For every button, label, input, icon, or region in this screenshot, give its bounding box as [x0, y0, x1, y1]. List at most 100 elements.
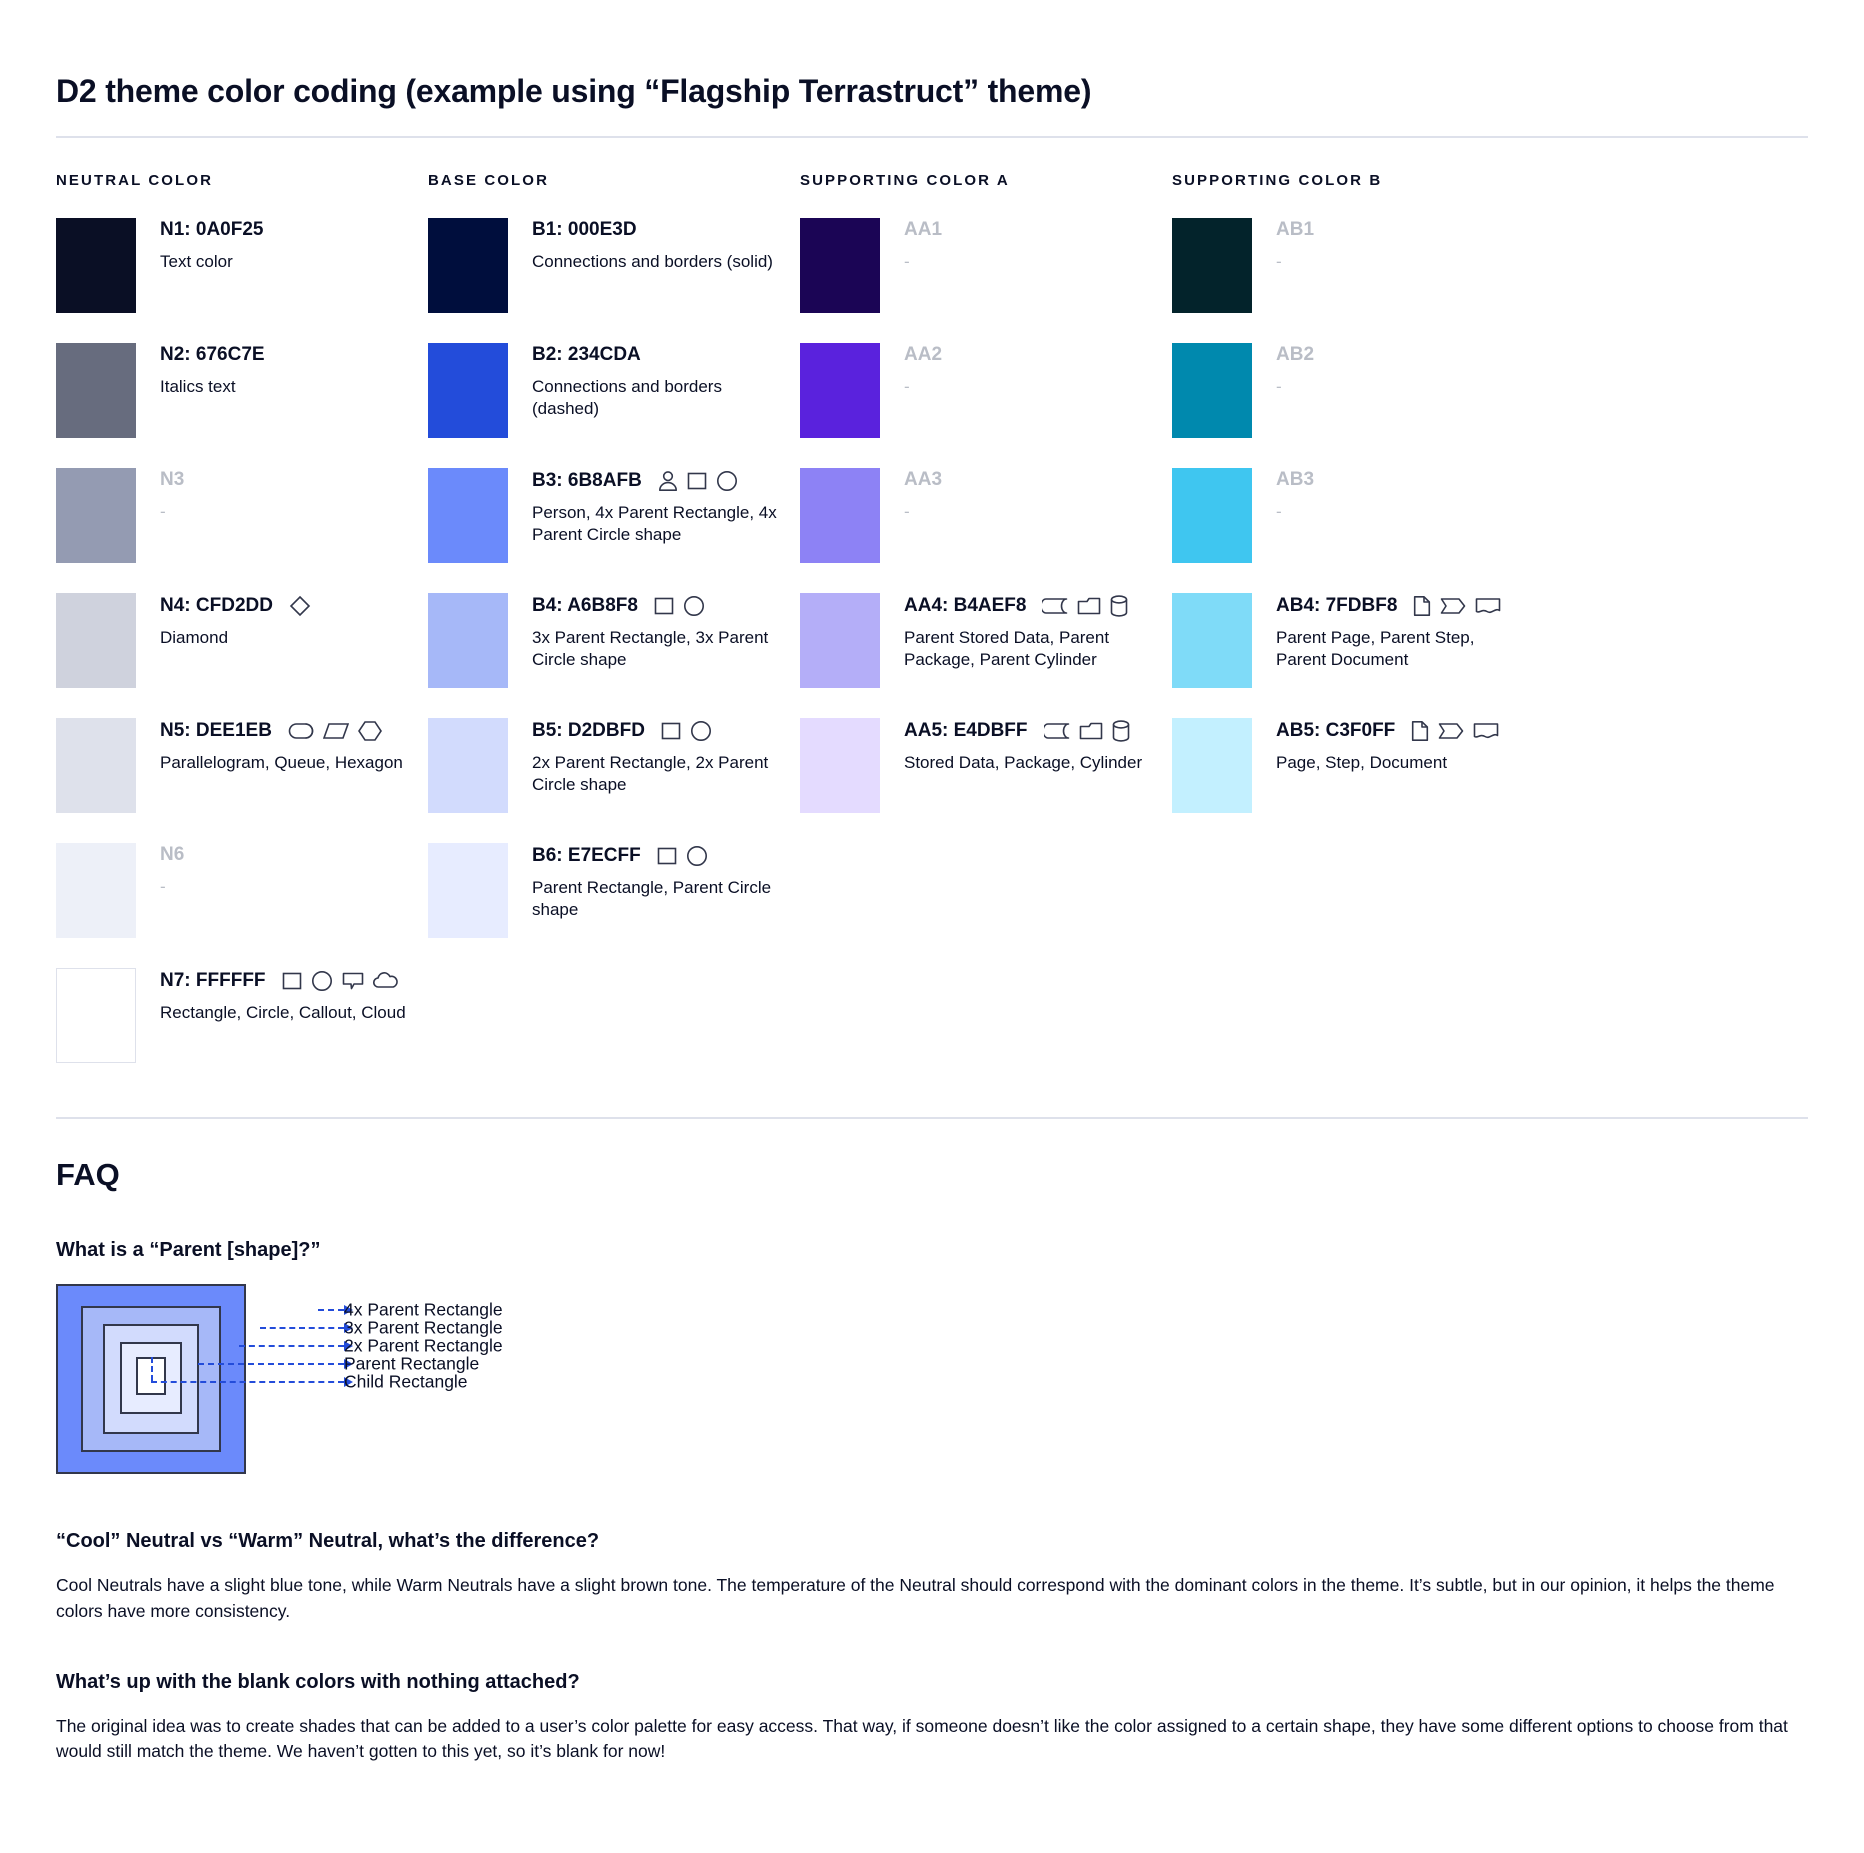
swatch-label-text: AB4: 7FDBF8: [1276, 594, 1398, 616]
swatch-text: N4: CFD2DD Diamond: [136, 593, 311, 649]
swatch-label: B2: 234CDA: [532, 345, 784, 366]
swatch-row: AA2 -: [800, 343, 1172, 468]
page-icon: [1413, 595, 1431, 617]
swatch-text: B4: A6B8F8 3x Parent Rectangle, 3x Parent…: [508, 593, 784, 671]
callout-icon: [342, 971, 364, 991]
circle-icon: [690, 720, 712, 742]
swatch-label: AB5: C3F0FF: [1276, 720, 1499, 742]
color-swatch[interactable]: [56, 593, 136, 689]
swatch-label-text: B6: E7ECFF: [532, 844, 641, 866]
palette-column: NEUTRAL COLOR N1: 0A0F25 Text color N2: 676…: [56, 172, 428, 1093]
swatch-description: -: [1276, 502, 1282, 522]
swatch-label-text: B1: 000E3D: [532, 219, 637, 241]
shape-icon-group: [654, 595, 705, 617]
swatch-description: -: [160, 502, 166, 522]
rectangle-icon: [282, 971, 302, 991]
leader-arrow-3: [344, 1341, 353, 1352]
swatch-label: AB3: [1276, 470, 1314, 491]
color-swatch[interactable]: [428, 343, 508, 439]
swatch-text: AB3 -: [1252, 468, 1314, 523]
swatch-label-text: B5: D2DBFD: [532, 719, 645, 741]
swatch-label-text: AA5: E4DBFF: [904, 719, 1028, 741]
color-swatch[interactable]: [428, 718, 508, 814]
swatch-text: AB2 -: [1252, 343, 1314, 398]
color-swatch[interactable]: [1172, 593, 1252, 689]
color-swatch[interactable]: [800, 218, 880, 314]
swatch-label-text: N6: [160, 844, 185, 866]
document-icon: [1473, 721, 1499, 741]
swatch-label: B4: A6B8F8: [532, 595, 784, 617]
page-icon: [1411, 720, 1429, 742]
swatch-label: AA2: [904, 345, 942, 366]
color-swatch[interactable]: [1172, 343, 1252, 439]
swatch-row: N6 -: [56, 843, 428, 968]
palette-grid: NEUTRAL COLOR N1: 0A0F25 Text color N2: 676…: [56, 172, 1808, 1093]
hexagon-icon: [357, 720, 382, 742]
color-swatch[interactable]: [428, 843, 508, 939]
swatch-description: -: [904, 377, 910, 397]
color-swatch[interactable]: [428, 593, 508, 689]
swatch-text: B2: 234CDA Connections and borders (dashe…: [508, 343, 784, 419]
color-swatch[interactable]: [56, 718, 136, 814]
leader-arrow-4: [344, 1359, 353, 1370]
swatch-label-text: N1: 0A0F25: [160, 219, 264, 241]
swatch-row: B1: 000E3D Connections and borders (solid…: [428, 218, 800, 343]
swatch-row: B2: 234CDA Connections and borders (dashe…: [428, 343, 800, 468]
swatch-label: N4: CFD2DD: [160, 595, 311, 617]
swatch-text: N5: DEE1EB Parallelogram, Queue, Hexagon: [136, 718, 403, 774]
swatch-text: AA2 -: [880, 343, 942, 398]
color-swatch[interactable]: [800, 718, 880, 814]
color-swatch[interactable]: [56, 968, 136, 1064]
swatch-label-text: AA3: [904, 469, 943, 491]
swatch-text: AB5: C3F0FF Page, Step, Document: [1252, 718, 1499, 774]
swatch-description: Page, Step, Document: [1276, 753, 1448, 773]
swatch-description: Text color: [160, 252, 233, 272]
swatch-row: N5: DEE1EB Parallelogram, Queue, Hexagon: [56, 718, 428, 843]
swatch-row: AB4: 7FDBF8 Parent Page, Parent Step, Par…: [1172, 593, 1544, 718]
palette-column-header: NEUTRAL COLOR: [56, 172, 214, 190]
swatch-text: AA5: E4DBFF Stored Data, Package, Cylinde…: [880, 718, 1142, 774]
color-swatch[interactable]: [56, 468, 136, 564]
swatch-text: AA4: B4AEF8 Parent Stored Data, Parent Pa…: [880, 593, 1156, 671]
swatch-label: N1: 0A0F25: [160, 220, 264, 241]
leader-arrow-2: [344, 1323, 353, 1334]
shape-icon-group: [288, 720, 382, 742]
swatch-description: -: [1276, 377, 1282, 397]
rectangle-icon: [661, 721, 681, 741]
swatch-description: Parent Page, Parent Step, Parent Documen…: [1276, 628, 1475, 670]
swatch-label: B3: 6B8AFB: [532, 470, 784, 492]
color-swatch[interactable]: [800, 343, 880, 439]
swatch-row: AB2 -: [1172, 343, 1544, 468]
shape-icon-group: [657, 845, 708, 867]
color-swatch[interactable]: [56, 343, 136, 439]
leader-line-5: [151, 1381, 344, 1384]
swatch-label: N2: 676C7E: [160, 345, 265, 366]
cloud-icon: [372, 971, 399, 991]
rectangle-icon: [654, 596, 674, 616]
swatch-label-text: AB2: [1276, 344, 1315, 366]
swatch-row: AA4: B4AEF8 Parent Stored Data, Parent Pa…: [800, 593, 1172, 718]
color-swatch[interactable]: [1172, 718, 1252, 814]
faq-question-1: What is a “Parent [shape]?”: [56, 1239, 321, 1262]
shape-icon-group: [1042, 595, 1128, 618]
shape-icon-group: [1411, 720, 1499, 742]
shape-icon-group: [282, 970, 399, 992]
color-swatch[interactable]: [56, 218, 136, 314]
color-swatch[interactable]: [56, 843, 136, 939]
callout-label-2x: 2x Parent Rectangle: [344, 1335, 503, 1356]
swatch-label: B1: 000E3D: [532, 220, 773, 241]
swatch-row: AB3 -: [1172, 468, 1544, 593]
circle-icon: [686, 845, 708, 867]
swatch-text: N6 -: [136, 843, 184, 898]
color-swatch[interactable]: [800, 468, 880, 564]
swatch-description: Connections and borders (dashed): [532, 377, 722, 419]
diamond-icon: [289, 595, 311, 617]
color-swatch[interactable]: [428, 468, 508, 564]
diagram-callouts: 4x Parent Rectangle 3x Parent Rectangle …: [151, 1284, 846, 1474]
swatch-label: AB2: [1276, 345, 1314, 366]
color-swatch[interactable]: [1172, 468, 1252, 564]
swatch-text: B3: 6B8AFB Person, 4x Parent Rectangle, 4…: [508, 468, 784, 546]
color-swatch[interactable]: [428, 218, 508, 314]
color-swatch[interactable]: [800, 593, 880, 689]
color-swatch[interactable]: [1172, 218, 1252, 314]
